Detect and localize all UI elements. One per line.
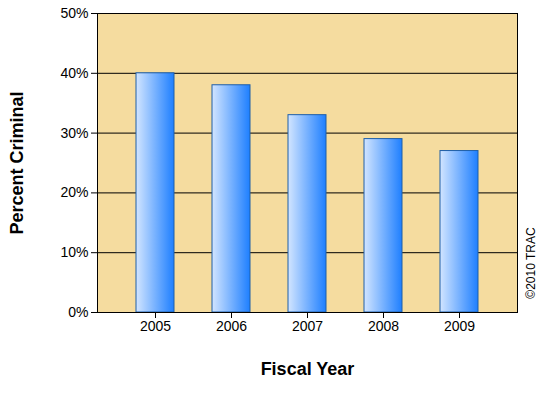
svg-text:Percent Criminal: Percent Criminal (7, 91, 27, 234)
svg-text:50%: 50% (60, 5, 88, 21)
svg-text:2005: 2005 (140, 318, 171, 334)
svg-text:2008: 2008 (368, 318, 399, 334)
svg-text:2007: 2007 (292, 318, 323, 334)
svg-text:40%: 40% (60, 65, 88, 81)
svg-text:0%: 0% (68, 304, 88, 320)
svg-text:2006: 2006 (216, 318, 247, 334)
svg-text:2009: 2009 (444, 318, 475, 334)
svg-text:©2010 TRAC: ©2010 TRAC (524, 227, 538, 299)
svg-text:30%: 30% (60, 125, 88, 141)
svg-text:10%: 10% (60, 244, 88, 260)
svg-text:Fiscal Year: Fiscal Year (261, 359, 355, 379)
svg-text:20%: 20% (60, 184, 88, 200)
